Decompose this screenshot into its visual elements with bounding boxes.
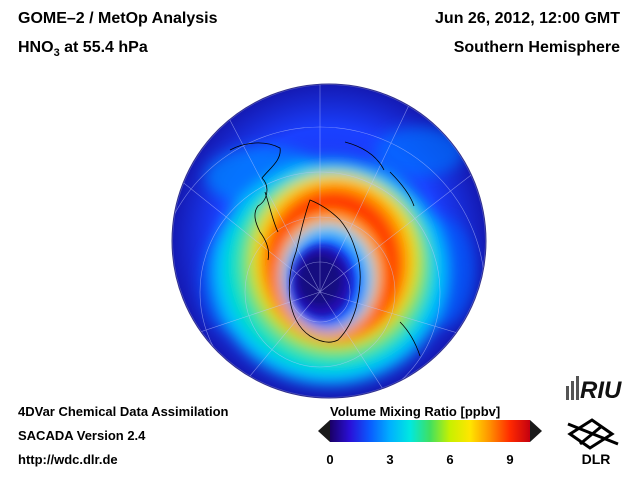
- dlr-logo: DLR: [567, 418, 619, 467]
- colorbar: [318, 420, 542, 442]
- dlr-logo-text: DLR: [582, 451, 611, 467]
- riu-logo: RIU: [566, 376, 622, 404]
- riu-logo-text: RIU: [580, 377, 622, 404]
- analysis-datetime: Jun 26, 2012, 12:00 GMT: [435, 10, 620, 27]
- species-subscript: 3: [53, 47, 60, 60]
- colorbar-tick-label: 9: [506, 452, 514, 467]
- map-subtitle: HNO3 at 55.4 hPa: [18, 39, 148, 59]
- colorbar-tick-label: 0: [326, 452, 334, 467]
- colorbar-tick-label: 6: [446, 452, 454, 467]
- hemisphere-label: Southern Hemisphere: [453, 39, 620, 56]
- colorbar-tick-label: 3: [386, 452, 394, 467]
- colorbar-min-arrow: [318, 420, 330, 442]
- globe-map: [170, 82, 488, 400]
- colorbar-title: Volume Mixing Ratio [ppbv]: [330, 404, 501, 419]
- map-title: GOME–2 / MetOp Analysis: [18, 10, 218, 27]
- colorbar-max-arrow: [530, 420, 542, 442]
- globe-svg: [171, 83, 487, 399]
- info-line-3: http://wdc.dlr.de: [18, 452, 118, 467]
- coastlines: [229, 141, 421, 357]
- info-line-1: 4DVar Chemical Data Assimilation: [18, 404, 229, 419]
- info-line-2: SACADA Version 2.4: [18, 428, 146, 443]
- colorbar-gradient: [330, 420, 530, 442]
- species-label: HNO: [18, 39, 54, 56]
- pressure-level: at 55.4 hPa: [59, 39, 148, 56]
